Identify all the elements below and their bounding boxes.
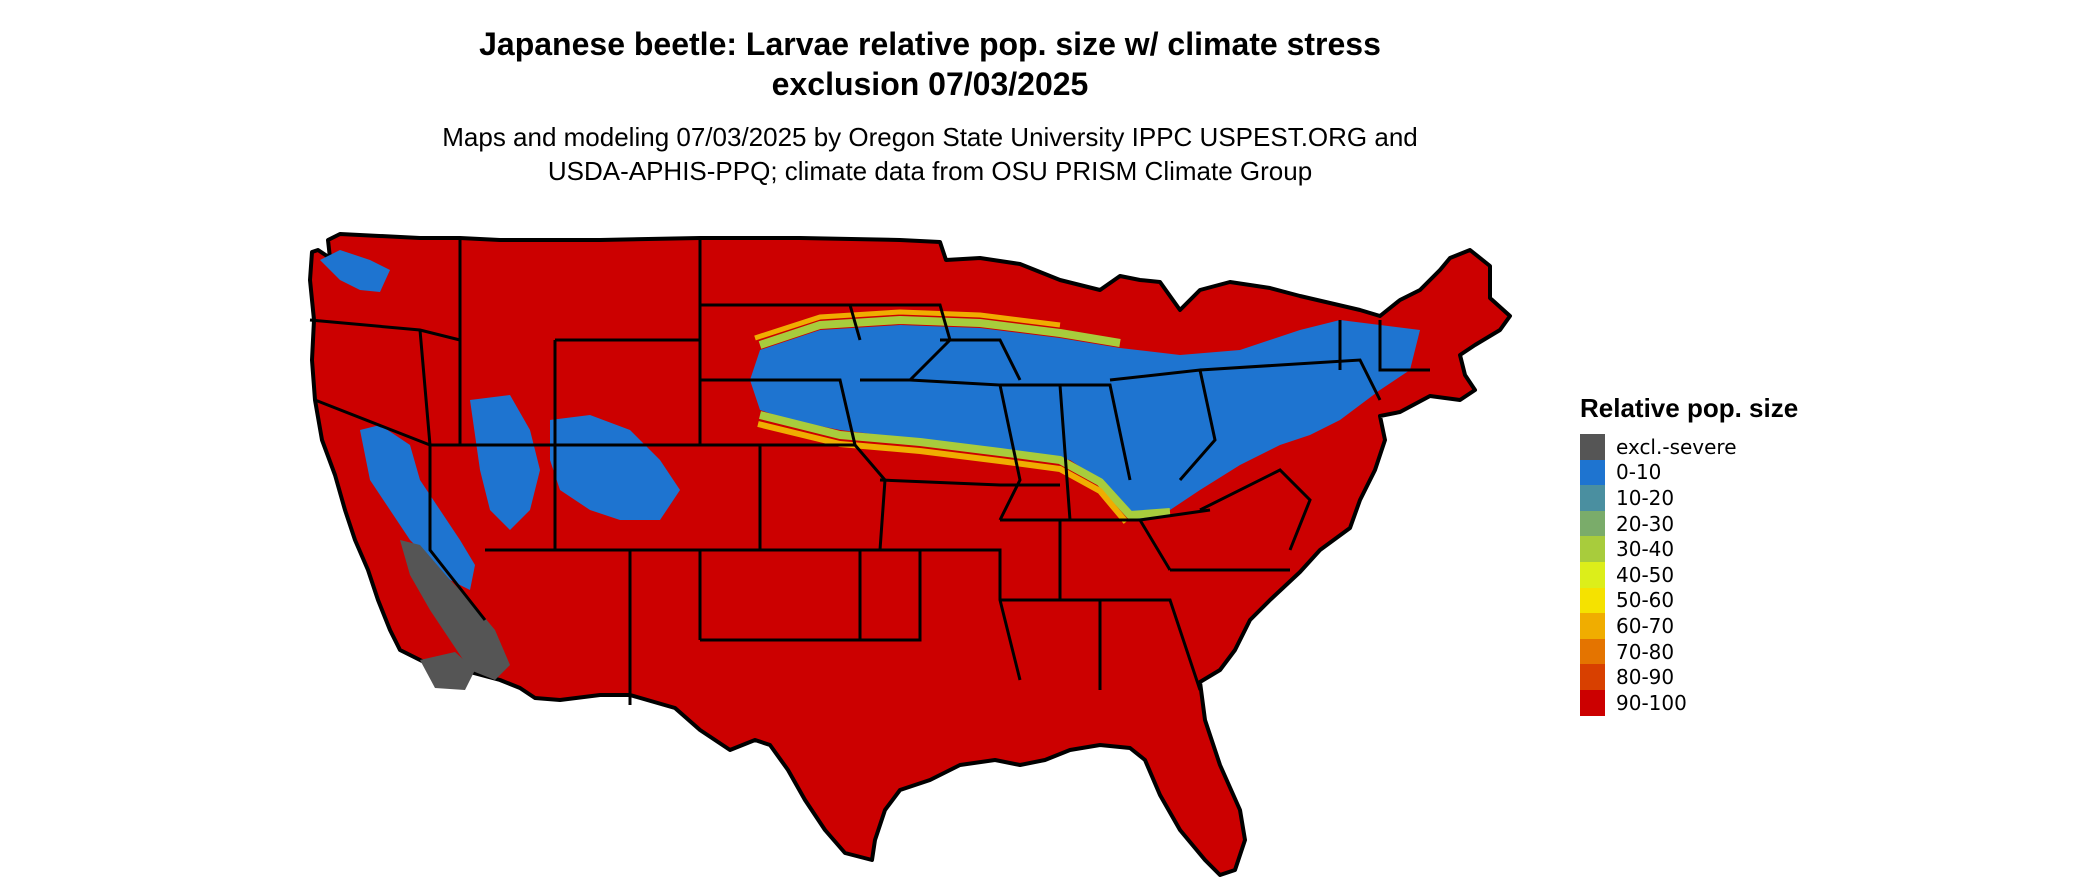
us-map (308, 232, 1512, 877)
legend-swatch (1580, 485, 1605, 511)
legend-label: excl.-severe (1616, 434, 1737, 459)
subtitle-line-2: USDA-APHIS-PPQ; climate data from OSU PR… (547, 156, 1313, 186)
low-population-regions (320, 250, 1420, 590)
legend-label: 70-80 (1616, 639, 1675, 664)
legend-swatch (1580, 561, 1605, 588)
legend-swatch (1580, 587, 1605, 614)
legend-swatch (1580, 613, 1605, 639)
legend-label: 10-20 (1616, 485, 1675, 510)
legend-item: 20-30 (1580, 510, 1940, 537)
legend-item: 0-10 (1580, 459, 1940, 486)
legend-item: 30-40 (1580, 536, 1940, 562)
legend-label: 30-40 (1616, 537, 1675, 562)
excluded-severe-zone (400, 540, 510, 680)
map-title: Japanese beetle: Larvae relative pop. si… (340, 24, 1520, 104)
legend-item: 90-100 (1580, 689, 1940, 716)
subtitle-line-1: Maps and modeling 07/03/2025 by Oregon S… (442, 122, 1418, 152)
legend-item: 40-50 (1580, 561, 1940, 588)
legend-swatch (1580, 510, 1605, 537)
legend-label: 60-70 (1616, 613, 1675, 638)
legend-label: 90-100 (1616, 690, 1687, 715)
legend: Relative pop. size excl.-severe 0-10 10-20… (1580, 392, 1940, 716)
legend-item: 80-90 (1580, 664, 1940, 690)
legend-item: excl.-severe (1580, 434, 1940, 460)
legend-swatch (1580, 638, 1605, 665)
legend-swatch (1580, 434, 1605, 460)
legend-item: 70-80 (1580, 638, 1940, 665)
legend-label: 50-60 (1616, 588, 1675, 613)
state-boundaries (309, 240, 1430, 705)
legend-label: 80-90 (1616, 665, 1675, 690)
legend-swatch (1580, 689, 1605, 716)
legend-items: excl.-severe 0-10 10-20 20-30 30-40 40-50 50-6… (1580, 434, 1940, 716)
legend-label: 40-50 (1616, 562, 1675, 587)
legend-item: 60-70 (1580, 613, 1940, 639)
legend-label: 0-10 (1616, 460, 1662, 485)
excluded-severe-zone-2 (420, 652, 475, 690)
legend-title: Relative pop. size (1580, 393, 1799, 423)
map-subtitle: Maps and modeling 07/03/2025 by Oregon S… (340, 120, 1520, 188)
legend-swatch (1580, 459, 1605, 486)
legend-item: 10-20 (1580, 485, 1940, 511)
legend-swatch (1580, 664, 1605, 690)
title-line-1: Japanese beetle: Larvae relative pop. si… (479, 26, 1381, 62)
title-line-2: exclusion 07/03/2025 (771, 66, 1089, 102)
legend-swatch (1580, 536, 1605, 562)
legend-label: 20-30 (1616, 511, 1675, 536)
legend-item: 50-60 (1580, 587, 1940, 614)
